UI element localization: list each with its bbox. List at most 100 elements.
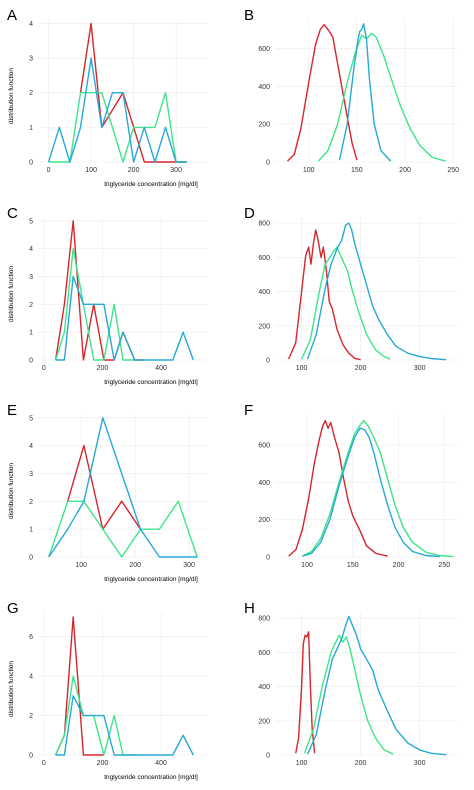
y-tick-label: 3 bbox=[29, 471, 33, 478]
y-tick-label: 0 bbox=[266, 357, 270, 364]
series-line-green bbox=[317, 32, 446, 162]
x-tick-label: 400 bbox=[155, 760, 167, 767]
y-tick-label: 400 bbox=[258, 480, 270, 487]
y-tick-label: 3 bbox=[29, 273, 33, 280]
series-line-red bbox=[287, 228, 361, 360]
x-tick-label: 100 bbox=[85, 167, 97, 174]
series-line-red bbox=[54, 615, 104, 756]
series-line-blue bbox=[48, 417, 198, 558]
y-tick-label: 5 bbox=[29, 218, 33, 225]
series-line-red bbox=[287, 24, 358, 162]
series-line-blue bbox=[47, 57, 187, 163]
panel-letter: D bbox=[244, 205, 255, 222]
x-tick-label: 200 bbox=[399, 167, 411, 174]
y-tick-label: 400 bbox=[258, 684, 270, 691]
x-tick-label: 0 bbox=[47, 167, 51, 174]
x-tick-label: 200 bbox=[97, 365, 109, 372]
panel-letter: E bbox=[7, 402, 17, 419]
x-tick-label: 0 bbox=[42, 365, 46, 372]
y-tick-label: 600 bbox=[258, 442, 270, 449]
panel-letter: H bbox=[244, 600, 255, 617]
x-tick-label: 200 bbox=[393, 562, 405, 569]
y-axis-title: distribution function bbox=[8, 68, 15, 124]
series-line-green bbox=[48, 500, 198, 558]
y-tick-label: 200 bbox=[258, 517, 270, 524]
series-line-blue bbox=[306, 615, 447, 755]
panel-letter: C bbox=[7, 205, 18, 222]
panel-letter: F bbox=[244, 402, 253, 419]
panel-letter: B bbox=[244, 7, 254, 24]
series-line-green bbox=[300, 245, 391, 360]
series-line-blue bbox=[55, 694, 194, 756]
series-line-red bbox=[67, 444, 142, 530]
y-tick-label: 2 bbox=[29, 90, 33, 97]
x-axis-title: triglyceride concentration [mg/dl] bbox=[104, 774, 198, 781]
x-tick-label: 200 bbox=[355, 760, 367, 767]
x-tick-label: 100 bbox=[296, 365, 308, 372]
y-tick-label: 0 bbox=[29, 357, 33, 364]
y-tick-label: 400 bbox=[258, 289, 270, 296]
y-axis-title: distribution function bbox=[8, 463, 15, 519]
x-tick-label: 100 bbox=[75, 562, 87, 569]
series-line-green bbox=[303, 634, 394, 755]
series-line-red bbox=[295, 630, 316, 753]
y-tick-label: 200 bbox=[258, 323, 270, 330]
y-tick-label: 5 bbox=[29, 415, 33, 422]
y-tick-label: 4 bbox=[29, 21, 33, 28]
x-tick-label: 200 bbox=[355, 365, 367, 372]
panel-letter: G bbox=[7, 600, 19, 617]
x-tick-label: 150 bbox=[347, 562, 359, 569]
panel-f: 100 150 200 250 0 200 400 600 F bbox=[244, 402, 458, 569]
x-axis-title: triglyceride concentration [mg/dl] bbox=[104, 181, 198, 188]
y-tick-label: 800 bbox=[258, 615, 270, 622]
y-axis-title: distribution function bbox=[8, 660, 15, 716]
y-tick-label: 600 bbox=[258, 649, 270, 656]
y-tick-label: 0 bbox=[266, 752, 270, 759]
y-tick-label: 0 bbox=[266, 160, 270, 167]
series-line-green bbox=[48, 91, 187, 163]
x-tick-label: 100 bbox=[303, 167, 315, 174]
x-tick-label: 200 bbox=[128, 167, 140, 174]
panel-b: 100 150 200 250 0 200 400 600 B bbox=[244, 7, 459, 174]
panel-letter: A bbox=[7, 7, 17, 24]
x-tick-label: 200 bbox=[97, 760, 109, 767]
y-tick-label: 6 bbox=[29, 634, 33, 641]
y-tick-label: 1 bbox=[29, 527, 33, 534]
x-tick-label: 300 bbox=[170, 167, 182, 174]
x-tick-label: 300 bbox=[414, 365, 426, 372]
series-line-blue bbox=[302, 427, 440, 558]
y-tick-label: 2 bbox=[29, 301, 33, 308]
y-tick-label: 600 bbox=[258, 46, 270, 53]
x-tick-label: 300 bbox=[414, 760, 426, 767]
y-tick-label: 4 bbox=[29, 443, 33, 450]
y-tick-label: 0 bbox=[266, 555, 270, 562]
y-tick-label: 400 bbox=[258, 84, 270, 91]
x-axis-title: triglyceride concentration [mg/dl] bbox=[104, 576, 198, 583]
y-tick-label: 2 bbox=[29, 499, 33, 506]
series-line-blue bbox=[55, 275, 194, 361]
x-tick-label: 400 bbox=[155, 365, 167, 372]
y-tick-label: 4 bbox=[29, 246, 33, 253]
y-tick-label: 3 bbox=[29, 56, 33, 63]
y-axis-title: distribution function bbox=[8, 265, 15, 321]
x-tick-label: 300 bbox=[183, 562, 195, 569]
y-tick-label: 4 bbox=[29, 673, 33, 680]
y-tick-label: 200 bbox=[258, 122, 270, 129]
y-tick-label: 600 bbox=[258, 254, 270, 261]
y-tick-label: 800 bbox=[258, 220, 270, 227]
y-tick-label: 0 bbox=[29, 555, 33, 562]
x-tick-label: 250 bbox=[447, 167, 459, 174]
series-line-red bbox=[288, 419, 388, 557]
y-tick-label: 200 bbox=[258, 718, 270, 725]
series-line-green bbox=[302, 419, 454, 558]
y-tick-label: 0 bbox=[29, 752, 33, 759]
series-line-blue bbox=[306, 221, 447, 360]
y-tick-label: 1 bbox=[29, 329, 33, 336]
y-tick-label: 1 bbox=[29, 125, 33, 132]
